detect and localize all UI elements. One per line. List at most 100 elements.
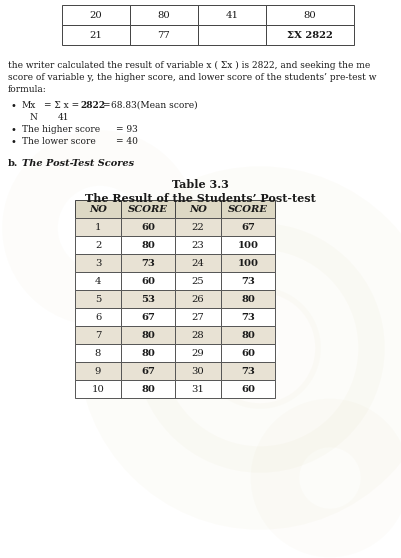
Text: 80: 80: [141, 240, 155, 249]
Text: 80: 80: [141, 330, 155, 339]
Text: 80: 80: [158, 11, 170, 20]
Bar: [221, 254, 275, 272]
Bar: [62, 5, 130, 25]
Text: 1: 1: [95, 223, 101, 232]
Bar: [221, 272, 275, 290]
Text: 67: 67: [141, 367, 155, 376]
Bar: [75, 236, 121, 254]
Text: •: •: [10, 125, 16, 135]
Bar: [75, 362, 121, 380]
Bar: [221, 236, 275, 254]
Bar: [221, 380, 275, 398]
Text: 6: 6: [95, 312, 101, 321]
Text: •: •: [10, 101, 16, 111]
Bar: [121, 308, 175, 326]
Bar: [75, 272, 121, 290]
Text: The higher score: The higher score: [22, 125, 100, 134]
Text: Mx: Mx: [22, 101, 36, 110]
Text: NO: NO: [189, 204, 207, 214]
Text: 73: 73: [241, 312, 255, 321]
Text: NO: NO: [89, 204, 107, 214]
Bar: [198, 25, 266, 45]
Bar: [121, 380, 175, 398]
Text: 80: 80: [304, 11, 316, 20]
Text: 100: 100: [237, 240, 259, 249]
Bar: [75, 380, 121, 398]
Bar: [175, 218, 221, 236]
Bar: [130, 25, 198, 45]
Text: b.: b.: [8, 159, 18, 168]
Text: 60: 60: [141, 277, 155, 286]
Bar: [75, 200, 121, 218]
Bar: [175, 308, 221, 326]
Text: = Σ x =: = Σ x =: [44, 101, 79, 110]
Bar: [121, 236, 175, 254]
Text: The Result of the Students’ Post-test: The Result of the Students’ Post-test: [85, 193, 315, 204]
Text: The lower score: The lower score: [22, 137, 96, 146]
Bar: [221, 362, 275, 380]
Text: 30: 30: [192, 367, 205, 376]
Text: 31: 31: [192, 384, 205, 393]
Bar: [121, 290, 175, 308]
Bar: [75, 308, 121, 326]
Text: The Post-Test Scores: The Post-Test Scores: [22, 159, 134, 168]
Text: 7: 7: [95, 330, 101, 339]
Bar: [175, 272, 221, 290]
Bar: [266, 25, 354, 45]
Text: 60: 60: [141, 223, 155, 232]
Text: 53: 53: [141, 295, 155, 304]
Text: = 40: = 40: [116, 137, 138, 146]
Bar: [75, 218, 121, 236]
Text: 77: 77: [158, 31, 170, 40]
Text: 23: 23: [192, 240, 205, 249]
Text: •: •: [10, 137, 16, 147]
Bar: [121, 344, 175, 362]
Bar: [266, 5, 354, 25]
Bar: [121, 362, 175, 380]
Text: SCORE: SCORE: [228, 204, 268, 214]
Text: 5: 5: [95, 295, 101, 304]
Text: SCORE: SCORE: [128, 204, 168, 214]
Text: Table 3.3: Table 3.3: [172, 179, 229, 190]
Bar: [198, 5, 266, 25]
Text: 28: 28: [192, 330, 205, 339]
Text: 67: 67: [241, 223, 255, 232]
Bar: [62, 25, 130, 45]
Bar: [221, 344, 275, 362]
Text: 24: 24: [192, 258, 205, 267]
Text: 25: 25: [192, 277, 205, 286]
Bar: [121, 218, 175, 236]
Text: 73: 73: [141, 258, 155, 267]
Bar: [75, 344, 121, 362]
Bar: [75, 326, 121, 344]
Text: 9: 9: [95, 367, 101, 376]
Text: formula:: formula:: [8, 85, 47, 94]
Text: 80: 80: [141, 349, 155, 358]
Text: 8: 8: [95, 349, 101, 358]
Text: =: =: [102, 101, 109, 110]
Text: 60: 60: [241, 349, 255, 358]
Bar: [175, 200, 221, 218]
Bar: [221, 290, 275, 308]
Text: 68.83(Mean score): 68.83(Mean score): [111, 101, 198, 110]
Text: = 93: = 93: [116, 125, 138, 134]
Bar: [121, 272, 175, 290]
Text: 80: 80: [241, 330, 255, 339]
Bar: [130, 5, 198, 25]
Text: 2: 2: [95, 240, 101, 249]
Bar: [175, 344, 221, 362]
Text: 22: 22: [192, 223, 205, 232]
Bar: [75, 290, 121, 308]
Text: 3: 3: [95, 258, 101, 267]
Bar: [175, 362, 221, 380]
Text: 10: 10: [91, 384, 104, 393]
Text: ΣX 2822: ΣX 2822: [287, 31, 333, 40]
Text: 29: 29: [192, 349, 205, 358]
Bar: [121, 254, 175, 272]
Text: 41: 41: [58, 113, 69, 122]
Bar: [75, 254, 121, 272]
Text: the writer calculated the result of variable x ( Σx ) is 2822, and seeking the m: the writer calculated the result of vari…: [8, 61, 370, 70]
Bar: [221, 200, 275, 218]
Text: 27: 27: [192, 312, 205, 321]
Bar: [175, 326, 221, 344]
